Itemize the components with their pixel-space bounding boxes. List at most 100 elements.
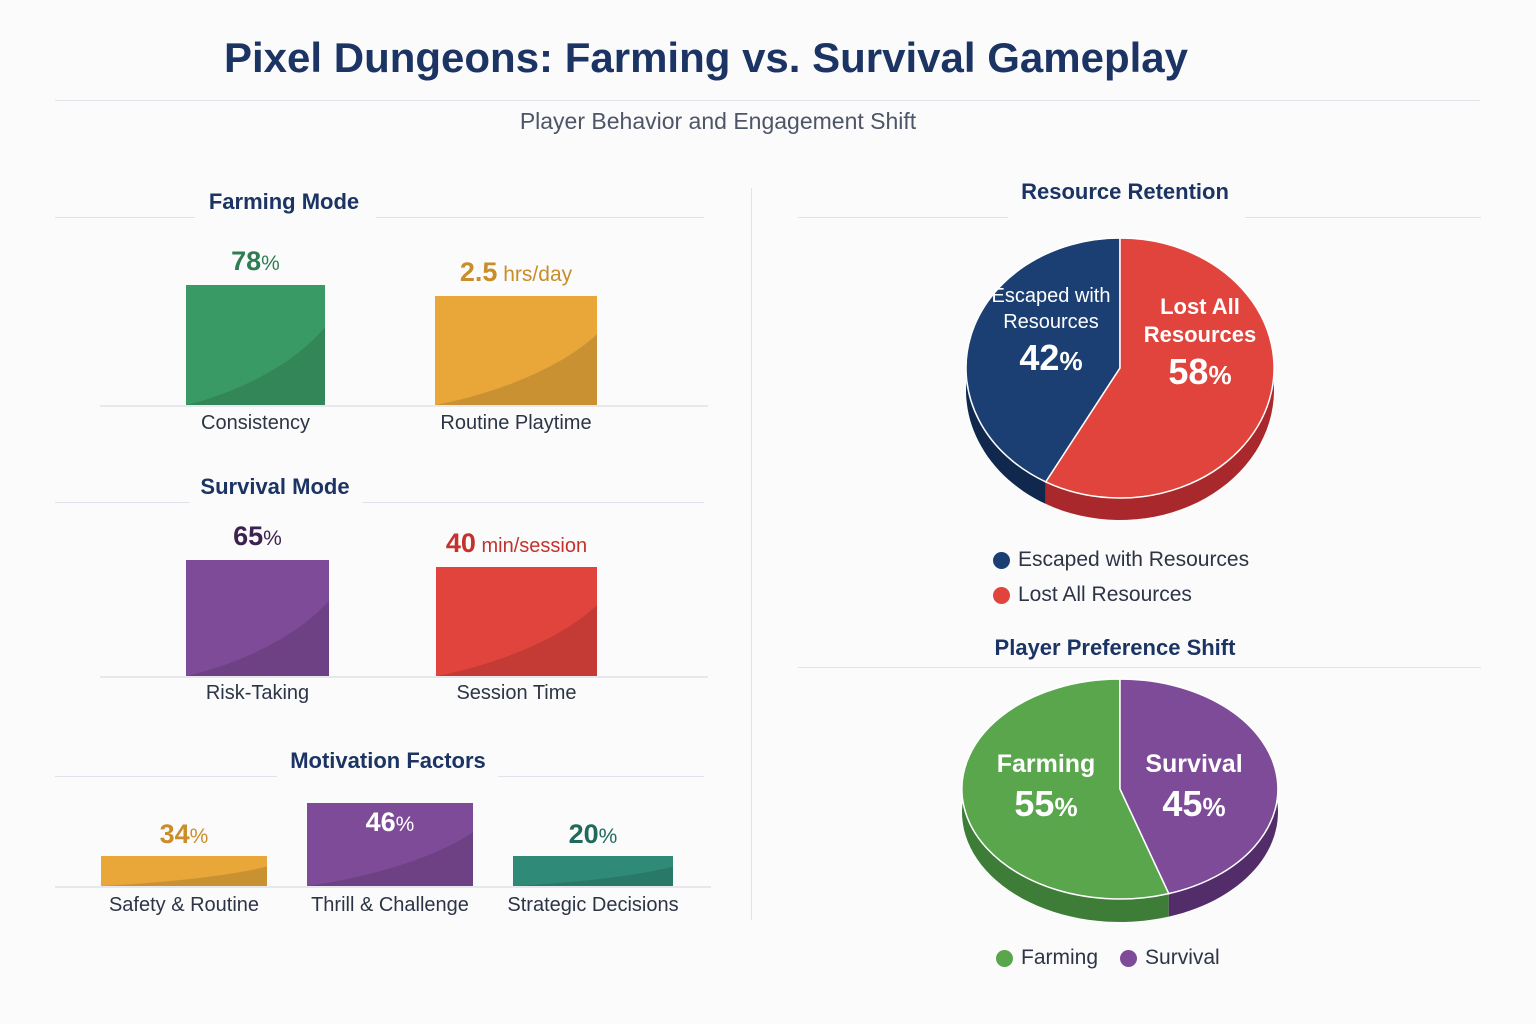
bar-value-number: 40 [445,528,476,558]
bar-label-risk-taking: Risk-Taking [205,682,310,704]
farming-mode-heading: Farming Mode [208,189,360,214]
bar-shade-path [436,605,597,676]
legend-dot [996,949,1013,967]
bar-value-risk-taking: 65% [233,521,282,552]
bar-baseline [100,676,708,678]
pie-slice-escaped-with-resources [965,237,1121,483]
bar-value-consistency: 78% [231,246,280,277]
player-preference-heading: Player Preference Shift [994,635,1236,660]
bar-shade-path [101,866,267,886]
pie-slice-survival [1119,678,1279,895]
bar-value-unit: min/session [475,535,588,557]
bar-shade [307,832,473,886]
bar-value-number: 34 [159,819,190,849]
bar-value-unit: % [263,527,282,550]
legend-label: Lost All Resources [1018,583,1192,606]
motivation-factors-heading: Motivation Factors [290,748,486,773]
pie-value-number: 58 [1168,351,1208,392]
bar-value-unit: hrs/day [497,263,573,286]
bar-baseline [55,886,711,888]
pie-value-unit: % [1202,792,1225,822]
bar-value-thrill-challenge: 46% [366,807,415,838]
bar-value-unit: % [395,813,415,836]
bar-consistency [186,285,325,405]
legend-dot [993,551,1010,569]
pie-value-number: 42 [1019,337,1059,378]
pie-side-lost-all-resources [1045,238,1274,520]
pie-chart-resource-retention: Escaped with Resources 42% Lost All Resource… [965,237,1275,520]
bar-risk-taking [186,560,329,676]
bar-routine-playtime [435,296,597,405]
pie-label-line: Lost All [1160,294,1240,319]
bar-value-unit: % [598,825,618,848]
bar-value-session-time: 40 min/session [446,528,587,559]
section-rule [498,776,704,777]
pie-label-farming: Farming [997,750,1096,778]
section-rule [362,502,704,503]
chart-subtitle: Player Behavior and Engagement Shift [519,108,917,134]
bar-shade [101,866,267,886]
pie-label-line: Survival [1145,750,1242,778]
bar-label-safety-routine: Safety & Routine [108,894,260,916]
pie-label-survival: Survival [1145,750,1242,778]
section-rule [55,502,190,503]
bar-strategic-decisions [513,856,673,886]
pie-label-line: Escaped with [992,285,1111,307]
pie-value-survival: 45% [1162,783,1225,824]
bar-shade-path [186,327,325,405]
bar-value-safety-routine: 34% [160,819,209,850]
pie-label-line: Farming [997,750,1096,778]
bar-shade [435,334,597,405]
legend-dot [1120,949,1138,967]
pie-value-number: 55 [1014,783,1054,824]
bar-label-routine-playtime: Routine Playtime [440,412,592,434]
pie-label-line: Resources [1003,311,1099,333]
bar-shade [186,327,325,405]
pie-label-line: Resources [1144,322,1257,347]
bar-value-unit: % [189,825,209,848]
bar-shade [186,600,329,676]
pie-chart-player-preference-shift: Farming 55% Survival 45% [961,678,1279,922]
pie-label-lost-all-resources: Lost All Resources [1144,294,1257,347]
legend-player-preference-shift: Farming Survival [996,946,1242,970]
bar-value-number: 46 [365,807,396,837]
pie-label-escaped-with-resources: Escaped with Resources [992,285,1111,333]
pie-slice-farming [961,678,1170,900]
pie-value-number: 45 [1162,783,1202,824]
bar-session-time [436,567,597,676]
section-rule [55,217,195,218]
pie-value-unit: % [1054,792,1077,822]
section-rule [798,667,1481,668]
legend-item-farming: Farming [996,946,1098,970]
bar-shade [513,866,673,886]
legend-label: Farming [1021,946,1099,969]
bar-shade-path [307,832,473,886]
bar-thrill-challenge [307,803,473,886]
bar-label-consistency: Consistency [201,412,310,434]
bar-shade-path [435,334,597,405]
legend-label: Escaped with Resources [1018,548,1250,571]
bar-value-routine-playtime: 2.5 hrs/day [460,257,572,288]
legend-item-escaped-with-resources: Escaped with Resources [993,548,1249,572]
bar-shade-path [186,600,329,676]
bar-value-number: 20 [568,819,599,849]
legend-item-lost-all-resources: Lost All Resources [993,583,1192,607]
bar-value-strategic-decisions: 20% [569,819,618,850]
bar-value-number: 2.5 [459,257,498,287]
bar-shade [436,605,597,676]
bar-value-number: 78 [231,246,262,276]
section-rule [798,217,1008,218]
section-rule [1245,217,1481,218]
pie-slice-lost-all-resources [1044,237,1275,499]
bar-label-thrill-challenge: Thrill & Challenge [311,894,469,916]
panel-divider [751,188,752,920]
bar-shade-path [513,866,673,886]
pie-value-unit: % [1208,360,1231,390]
pie-value-farming: 55% [1014,783,1077,824]
pie-value-lost-all-resources: 58% [1168,351,1231,392]
pie-value-escaped-with-resources: 42% [1019,337,1082,378]
legend-dot [993,586,1010,604]
survival-mode-heading: Survival Mode [200,474,350,499]
bar-value-unit: % [261,252,280,275]
legend-label: Survival [1145,946,1220,969]
